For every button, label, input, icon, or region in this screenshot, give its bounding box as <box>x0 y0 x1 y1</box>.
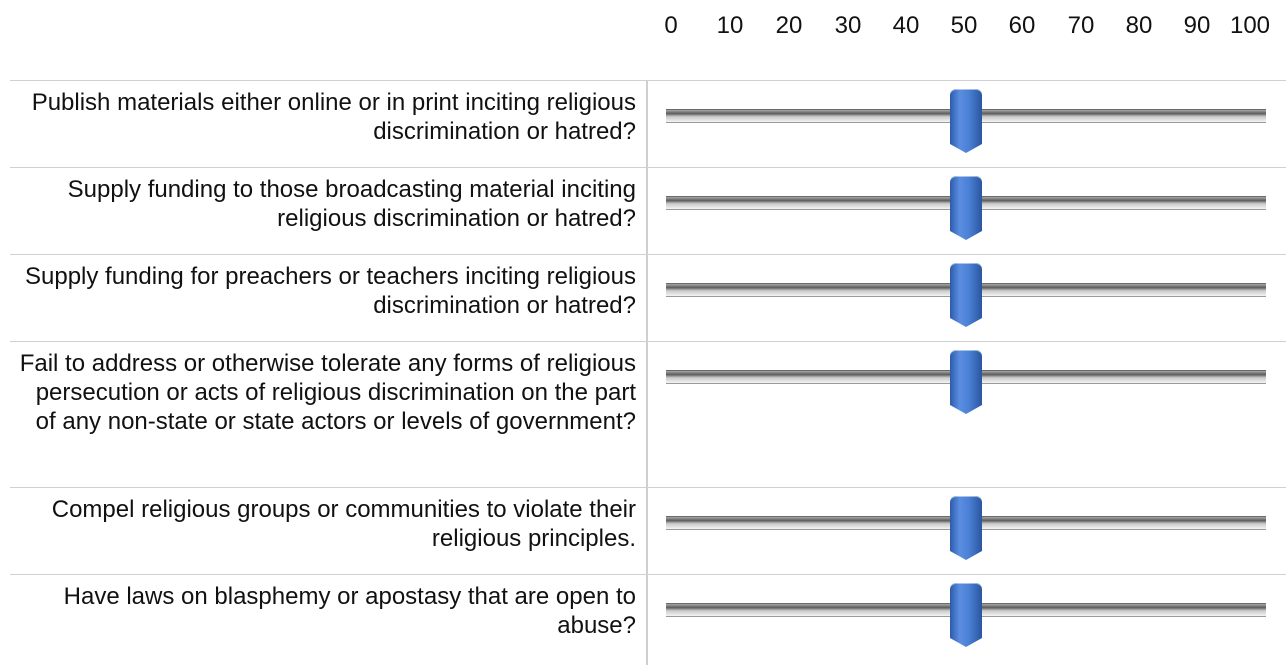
scale-tick: 40 <box>892 12 920 39</box>
scale-tick: 10 <box>716 12 744 39</box>
question-label: Supply funding for preachers or teachers… <box>10 255 648 341</box>
slider-row: Compel religious groups or communities t… <box>10 487 1286 574</box>
slider-thumb[interactable] <box>950 176 982 240</box>
scale-tick: 90 <box>1183 12 1211 39</box>
slider-row: Supply funding for preachers or teachers… <box>10 254 1286 341</box>
slider-control[interactable] <box>666 81 1266 167</box>
slider-row: Publish materials either online or in pr… <box>10 80 1286 167</box>
question-label: Fail to address or otherwise tolerate an… <box>10 342 648 487</box>
scale-header: 0 10 20 30 40 50 60 70 80 90 100 <box>0 0 1286 80</box>
slider-thumb[interactable] <box>950 583 982 647</box>
scale-tick: 50 <box>950 12 978 39</box>
question-label: Have laws on blasphemy or apostasy that … <box>10 575 648 665</box>
slider-thumb[interactable] <box>950 89 982 153</box>
slider-control[interactable] <box>666 168 1266 254</box>
scale-tick: 20 <box>775 12 803 39</box>
slider-control[interactable] <box>666 488 1266 574</box>
scale-tick: 100 <box>1229 12 1271 39</box>
slider-row: Have laws on blasphemy or apostasy that … <box>10 574 1286 665</box>
slider-row: Supply funding to those broadcasting mat… <box>10 167 1286 254</box>
slider-question-list: Publish materials either online or in pr… <box>10 80 1286 665</box>
scale-tick: 0 <box>664 12 678 39</box>
scale-tick: 70 <box>1067 12 1095 39</box>
slider-control[interactable] <box>666 575 1266 665</box>
slider-thumb[interactable] <box>950 496 982 560</box>
scale-tick: 80 <box>1125 12 1153 39</box>
question-label: Compel religious groups or communities t… <box>10 488 648 574</box>
question-label: Publish materials either online or in pr… <box>10 81 648 167</box>
slider-control[interactable] <box>666 255 1266 341</box>
question-label: Supply funding to those broadcasting mat… <box>10 168 648 254</box>
scale-tick: 30 <box>834 12 862 39</box>
slider-thumb[interactable] <box>950 263 982 327</box>
slider-control[interactable] <box>666 342 1266 487</box>
slider-row: Fail to address or otherwise tolerate an… <box>10 341 1286 487</box>
slider-thumb[interactable] <box>950 350 982 414</box>
scale-tick: 60 <box>1008 12 1036 39</box>
